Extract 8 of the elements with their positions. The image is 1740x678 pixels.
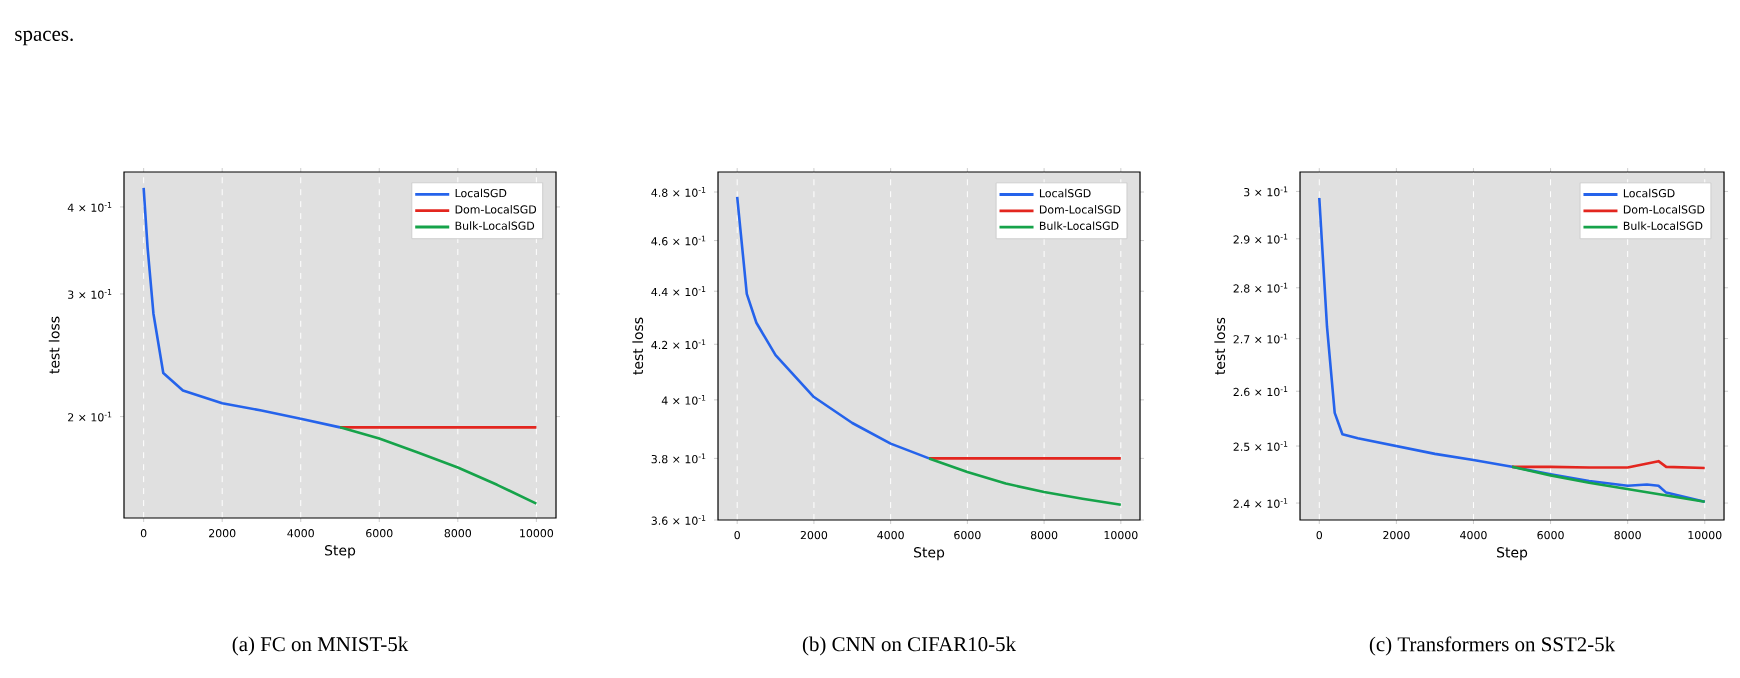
- line-series: [338, 426, 538, 505]
- text: (a) FC on MNIST-5k: [232, 636, 409, 656]
- line-series: [927, 457, 1123, 506]
- text: (b) CNN on CIFAR10-5k: [802, 636, 1017, 656]
- text: spaces.: [15, 30, 73, 46]
- line-series: [735, 195, 931, 460]
- line-series: [142, 186, 342, 429]
- text: (c) Transformers on SST2-5k: [1369, 636, 1616, 656]
